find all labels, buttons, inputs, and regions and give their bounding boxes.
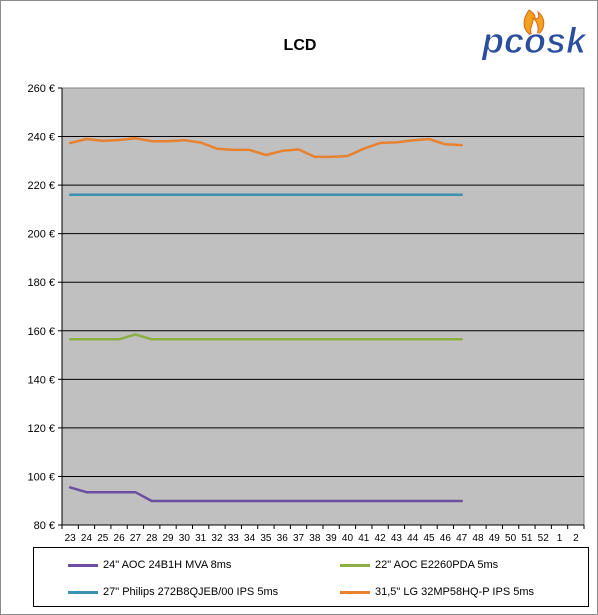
y-tick-label: 240 € bbox=[27, 132, 55, 144]
y-tick-label: 80 € bbox=[34, 520, 55, 532]
x-tick-label: 1 bbox=[557, 533, 563, 544]
series-line-0 bbox=[68, 486, 463, 503]
legend: 24" AOC 24B1H MVA 8ms 22" AOC E2260PDA 5… bbox=[33, 547, 589, 607]
legend-swatch bbox=[68, 590, 98, 594]
x-tick-label: 36 bbox=[277, 533, 289, 544]
series-line-1 bbox=[68, 333, 463, 341]
x-tick-label: 32 bbox=[211, 533, 223, 544]
series-layer bbox=[68, 137, 463, 503]
x-tick-label: 39 bbox=[326, 533, 338, 544]
x-tick-label: 35 bbox=[260, 533, 272, 544]
x-tick-label: 51 bbox=[521, 533, 533, 544]
x-tick-label: 46 bbox=[440, 533, 452, 544]
x-tick-label: 43 bbox=[391, 533, 403, 544]
x-tick-label: 29 bbox=[162, 533, 174, 544]
legend-swatch bbox=[68, 563, 98, 567]
x-tick-label: 2 bbox=[573, 533, 579, 544]
x-tick-label: 49 bbox=[489, 533, 501, 544]
x-tick-label: 52 bbox=[538, 533, 550, 544]
x-tick-label: 41 bbox=[358, 533, 370, 544]
x-tick-label: 31 bbox=[195, 533, 207, 544]
x-tick-label: 38 bbox=[309, 533, 321, 544]
y-tick-label: 260 € bbox=[27, 83, 55, 95]
x-tick-label: 28 bbox=[146, 533, 158, 544]
x-tick-label: 42 bbox=[375, 533, 387, 544]
x-tick-label: 27 bbox=[130, 533, 142, 544]
x-tick-label: 26 bbox=[114, 533, 126, 544]
logo-text: pcosk bbox=[481, 20, 588, 61]
x-tick-label: 24 bbox=[81, 533, 93, 544]
legend-label: 27" Philips 272B8QJEB/00 IPS 5ms bbox=[103, 586, 279, 598]
x-tick-label: 40 bbox=[342, 533, 354, 544]
y-tick-label: 120 € bbox=[27, 423, 55, 435]
legend-swatch bbox=[340, 563, 370, 567]
series-line-3 bbox=[68, 137, 463, 159]
x-tick-label: 45 bbox=[423, 533, 435, 544]
x-tick-label: 37 bbox=[293, 533, 305, 544]
legend-item-aoc-24b1h: 24" AOC 24B1H MVA 8ms bbox=[68, 558, 231, 572]
chart-title: LCD bbox=[284, 37, 317, 54]
x-tick-label: 44 bbox=[407, 533, 419, 544]
legend-item-aoc-e2260pda: 22" AOC E2260PDA 5ms bbox=[340, 558, 498, 572]
x-axis: 23 24 25 26 27 28 29 30 31 32 33 34 35 36 37 38 39 40 41 42… bbox=[61, 524, 585, 544]
x-tick-label: 50 bbox=[505, 533, 517, 544]
gridlines bbox=[62, 136, 584, 477]
legend-item-philips-272b8qjeb: 27" Philips 272B8QJEB/00 IPS 5ms bbox=[68, 585, 278, 599]
plot-area bbox=[61, 87, 585, 526]
legend-label: 31,5" LG 32MP58HQ-P IPS 5ms bbox=[375, 586, 534, 598]
y-tick-label: 180 € bbox=[27, 277, 55, 289]
x-tick-label: 23 bbox=[65, 533, 77, 544]
y-tick-label: 160 € bbox=[27, 326, 55, 338]
y-tick-label: 100 € bbox=[27, 471, 55, 483]
x-tick-label: 33 bbox=[228, 533, 240, 544]
x-tick-label: 47 bbox=[456, 533, 468, 544]
y-tick-label: 220 € bbox=[27, 180, 55, 192]
x-tick-label: 48 bbox=[472, 533, 484, 544]
legend-item-lg-32mp58hq: 31,5" LG 32MP58HQ-P IPS 5ms bbox=[340, 585, 534, 599]
legend-label: 22" AOC E2260PDA 5ms bbox=[375, 559, 499, 571]
legend-swatch bbox=[340, 590, 370, 594]
pcosk-logo: pcosk bbox=[481, 9, 589, 62]
x-tick-label: 30 bbox=[179, 533, 191, 544]
x-tick-label: 34 bbox=[244, 533, 256, 544]
x-tick-label: 25 bbox=[97, 533, 109, 544]
y-axis: 80 € 100 € 120 € 140 € 160 € 180 € 200 € 220 € 2… bbox=[27, 83, 63, 532]
y-tick-label: 200 € bbox=[27, 229, 55, 241]
legend-label: 24" AOC 24B1H MVA 8ms bbox=[103, 559, 232, 571]
y-tick-label: 140 € bbox=[27, 374, 55, 386]
